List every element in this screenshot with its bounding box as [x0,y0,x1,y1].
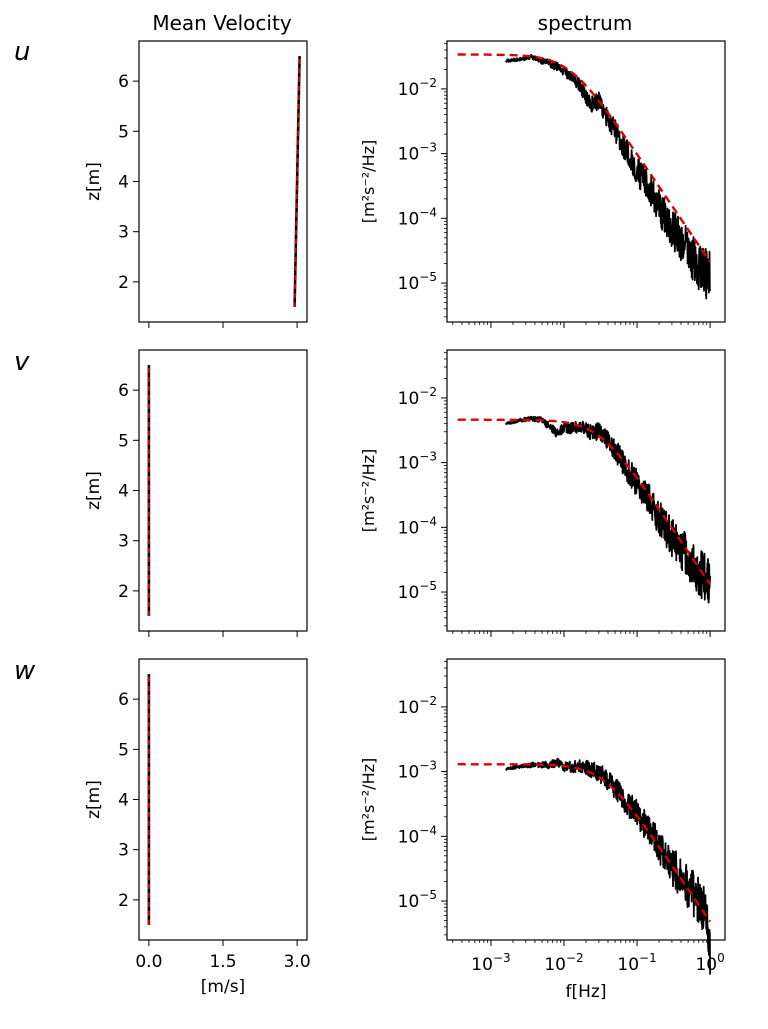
y-tick-label: 10−2 [398,76,437,100]
row-label-v: v [14,347,30,377]
x-tick-label: 3.0 [284,952,311,972]
axes-frame [138,349,308,632]
y-tick-label: 6 [118,381,129,401]
x-tick-label: 1.5 [209,952,236,972]
series-model-spectrum [457,763,712,923]
y-tick-label: 4 [118,173,129,193]
series-model-spectrum [457,53,712,263]
x-axis-label: [m/s] [201,977,245,997]
y-tick-label: 10−3 [398,450,437,474]
y-tick-label: 10−4 [398,823,437,847]
y-tick-label: 10−5 [398,888,437,912]
panel-spectrum-v: 10−5 10−4 10−3 10−2 [m²s⁻²/Hz] [359,349,726,637]
x-axis-label: f[Hz] [566,982,607,1002]
y-axis-label: [m²s⁻²/Hz] [359,449,378,533]
y-tick-label: 10−2 [398,385,437,409]
panel-mean-u: 2 3 4 5 6 z[m] [84,40,308,328]
series-model-spectrum [457,418,712,586]
panel-mean-w: 2 3 4 5 6 0.0 1.5 3.0 z[m] [m/s] [84,658,311,997]
y-tick-label: 10−3 [398,141,437,165]
y-axis-label: [m²s⁻²/Hz] [359,758,378,842]
x-tick-label: 100 [695,951,724,975]
y-tick-label: 10−5 [398,579,437,603]
y-tick-label: 10−5 [398,270,437,294]
column-title-mean-velocity: Mean Velocity [152,11,291,35]
series-model-line [293,56,301,307]
axes-frame [138,658,308,941]
y-tick-label: 2 [118,891,129,911]
y-tick-label: 4 [118,482,129,502]
plot-grid: 2 3 4 5 6 z[m] 10−5 10−4 10−3 10−2 [m²s⁻²/Hz] 2 3 4 5 6… [84,40,726,1002]
row-label-u: u [14,37,30,67]
y-tick-label: 5 [118,122,129,142]
y-tick-label: 10−4 [398,205,437,229]
y-tick-label: 5 [118,431,129,451]
y-tick-label: 6 [118,72,129,92]
y-tick-label: 10−4 [398,514,437,538]
row-label-w: w [14,656,36,686]
series-measured-spectrum [505,415,711,604]
y-tick-label: 3 [118,841,129,861]
y-tick-label: 2 [118,273,129,293]
y-tick-label: 10−2 [398,694,437,718]
axes-frame [446,658,726,941]
y-axis-label: z[m] [84,780,104,819]
y-tick-label: 5 [118,740,129,760]
y-axis-label: z[m] [84,162,104,201]
y-axis-label: z[m] [84,471,104,510]
panel-mean-v: 2 3 4 5 6 z[m] [84,349,308,637]
series-measured-spectrum [505,54,711,300]
y-tick-label: 10−3 [398,759,437,783]
x-tick-label: 0.0 [135,952,162,972]
axes-frame [446,40,726,323]
y-tick-label: 3 [118,532,129,552]
x-tick-label: 10−1 [617,951,656,975]
y-tick-label: 2 [118,582,129,602]
x-tick-label: 10−3 [471,951,510,975]
y-tick-label: 6 [118,690,129,710]
axes-frame [138,40,308,323]
column-title-spectrum: spectrum [538,11,633,35]
axes-frame [446,349,726,632]
y-tick-label: 4 [118,791,129,811]
panel-spectrum-w: 10−5 10−4 10−3 10−2 10−3 10−2 10−1 100 [m²s⁻²/Hz… [359,658,726,1002]
panel-spectrum-u: 10−5 10−4 10−3 10−2 [m²s⁻²/Hz] [359,40,726,328]
y-tick-label: 3 [118,223,129,243]
y-axis-label: [m²s⁻²/Hz] [359,140,378,224]
x-tick-label: 10−2 [544,951,583,975]
